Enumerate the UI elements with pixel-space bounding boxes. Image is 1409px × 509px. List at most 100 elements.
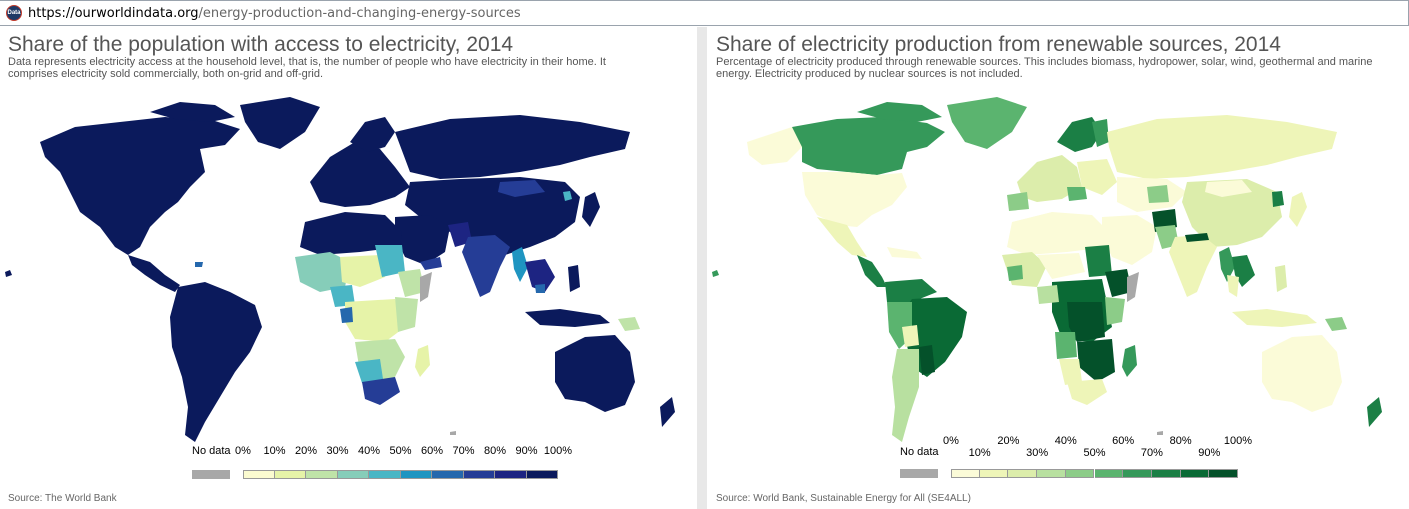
map-scandinavia	[350, 117, 395, 152]
left-legend-bin-1	[274, 470, 306, 479]
map-philippines	[1275, 265, 1287, 292]
left-legend-tick-10: 100%	[543, 445, 573, 457]
map-north-korea	[563, 191, 572, 201]
map-kazakhstan-east	[1147, 185, 1169, 203]
map-pakistan	[448, 222, 472, 247]
left-chart-subtitle: Data represents electricity access at th…	[8, 56, 606, 80]
map-korea	[1272, 191, 1284, 207]
left-legend-tick-9: 90%	[515, 445, 538, 457]
url-domain: https://ourworldindata.org	[28, 5, 199, 21]
map-europe	[310, 142, 410, 207]
left-legend-bin-0	[243, 470, 275, 479]
map-japan	[582, 192, 600, 227]
map-west-africa	[295, 252, 350, 292]
panel-divider	[697, 27, 707, 509]
right-legend-bottom-tick-3: 70%	[1140, 447, 1163, 459]
map-somalia	[420, 272, 432, 302]
left-legend-bin-5	[400, 470, 432, 479]
map-ethiopia	[1105, 269, 1132, 297]
left-legend-bin-7	[463, 470, 495, 479]
map-east-africa	[395, 297, 418, 332]
map-myanmar	[512, 247, 528, 282]
right-legend-bin-4	[1065, 469, 1095, 478]
renewable-electricity-panel: Share of electricity production from ren…	[707, 27, 1409, 509]
url-path: /energy-production-and-changing-energy-s…	[198, 5, 521, 21]
map-central-africa	[345, 299, 405, 342]
left-legend-tick-5: 50%	[389, 445, 412, 457]
map-small-island	[712, 270, 719, 277]
map-australia	[1262, 335, 1342, 412]
left-legend-bin-6	[432, 470, 464, 479]
map-sudan	[1085, 245, 1112, 277]
left-legend-tick-1: 10%	[263, 445, 286, 457]
map-scandinavia	[1057, 117, 1102, 152]
map-caribbean	[887, 247, 922, 259]
map-paraguay-uruguay	[919, 345, 935, 375]
right-source: Source: World Bank, Sustainable Energy f…	[716, 493, 971, 504]
left-legend-tick-0: 0%	[235, 445, 251, 457]
address-bar[interactable]: Data https://ourworldindata.org/energy-p…	[0, 0, 1409, 26]
right-legend-top-tick-1: 20%	[997, 435, 1020, 447]
map-south-america	[170, 282, 262, 442]
right-legend-nodata-swatch	[900, 469, 938, 478]
electricity-access-panel: Share of the population with access to e…	[0, 27, 697, 509]
left-legend-bin-2	[306, 470, 338, 479]
map-alaska	[747, 127, 802, 165]
map-south-africa	[362, 377, 400, 405]
map-north-africa	[300, 212, 402, 255]
map-indonesia	[525, 309, 610, 327]
map-iberia	[1007, 192, 1029, 211]
map-somalia	[1127, 272, 1139, 302]
left-legend-nodata-swatch	[192, 470, 230, 479]
map-madagascar	[415, 345, 430, 377]
map-asia	[405, 177, 580, 255]
right-legend-nodata-label: No data	[900, 446, 939, 458]
map-chile-argentina	[892, 349, 919, 442]
map-canada	[792, 117, 945, 175]
left-source: Source: The World Bank	[8, 493, 117, 504]
map-kenya	[1105, 297, 1125, 325]
left-legend-tick-6: 60%	[420, 445, 444, 457]
map-gabon	[340, 307, 353, 323]
right-legend-top-tick-3: 60%	[1112, 435, 1135, 447]
map-new-zealand	[1367, 397, 1382, 427]
map-greenland	[240, 97, 320, 149]
right-legend-bin-1	[979, 469, 1009, 478]
left-legend-bin-3	[337, 470, 369, 479]
map-myanmar	[1219, 247, 1235, 282]
map-central-america	[128, 255, 180, 292]
map-venezuela-colombia	[885, 279, 937, 302]
map-mali-niger	[1037, 253, 1085, 279]
left-legend-tick-8: 80%	[483, 445, 507, 457]
map-canada-islands	[857, 102, 942, 122]
right-legend-bin-6	[1123, 469, 1152, 478]
map-guinea	[1007, 265, 1023, 281]
right-legend-bin-9	[1209, 469, 1238, 478]
map-western-europe	[1017, 155, 1082, 202]
map-ethiopia	[398, 269, 425, 297]
map-nepal-bhutan	[1185, 233, 1209, 242]
right-legend-top-tick-2: 40%	[1054, 435, 1077, 447]
right-legend-bottom-tick-1: 30%	[1026, 447, 1049, 459]
map-papua-new-guinea	[618, 317, 640, 331]
right-legend-top-tick-4: 80%	[1169, 435, 1192, 447]
right-legend-bin-7	[1151, 469, 1181, 478]
map-eastern-europe	[1077, 159, 1117, 195]
right-legend-top-tick-0: 0%	[943, 435, 959, 447]
left-legend-tick-7: 70%	[452, 445, 475, 457]
map-congo-drc	[1067, 302, 1105, 342]
right-chart-title: Share of electricity production from ren…	[716, 33, 1281, 56]
left-legend-tick-2: 20%	[294, 445, 318, 457]
map-small-island	[5, 270, 12, 277]
left-legend-tick-4: 40%	[357, 445, 381, 457]
map-namibia	[1059, 359, 1082, 385]
right-legend-bottom-tick-2: 50%	[1083, 447, 1106, 459]
left-legend-tick-3: 30%	[326, 445, 349, 457]
map-middle-east	[395, 215, 450, 265]
map-nigeria	[330, 285, 355, 307]
map-thailand	[1227, 275, 1239, 297]
map-new-zealand	[660, 397, 675, 427]
url-text[interactable]: https://ourworldindata.org/energy-produc…	[28, 6, 521, 21]
map-zambia-moz	[1077, 339, 1115, 382]
right-legend-bin-8	[1180, 469, 1210, 478]
